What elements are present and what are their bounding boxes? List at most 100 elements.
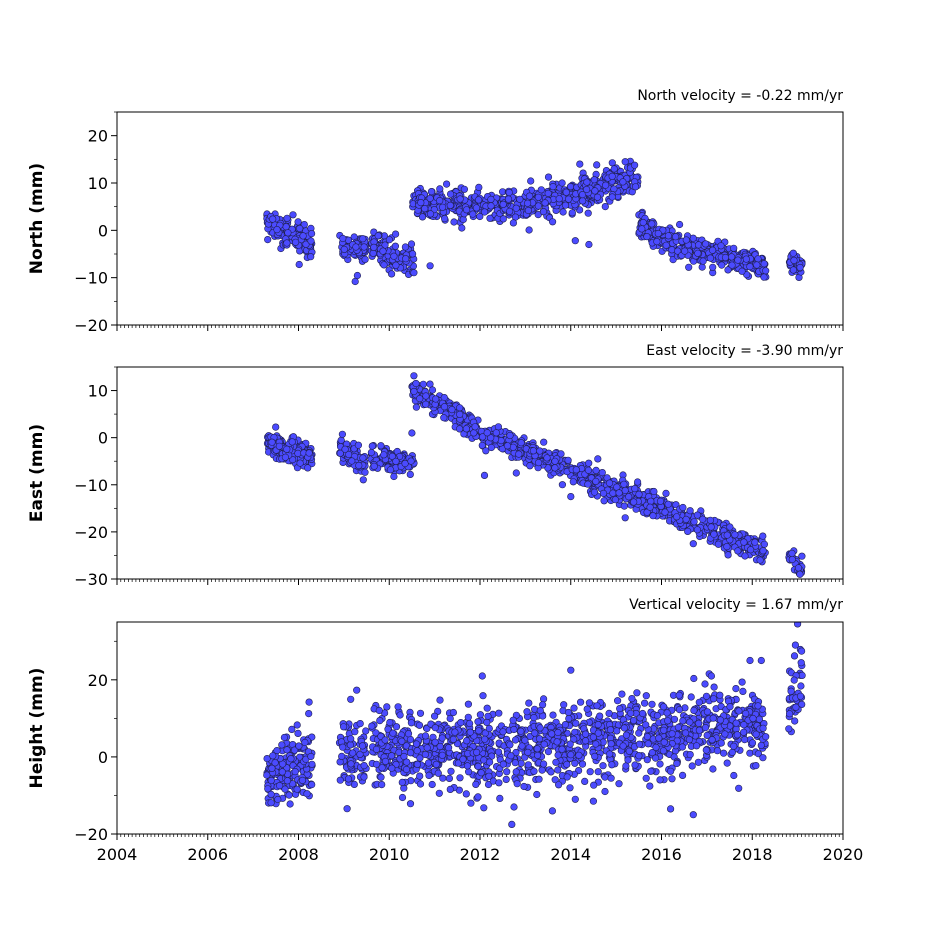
height-data-point: [459, 755, 467, 763]
height-data-point: [575, 751, 583, 759]
north-data-point: [340, 245, 348, 253]
east-data-point: [649, 512, 657, 520]
east-data-point: [359, 454, 367, 462]
height-data-point: [479, 692, 487, 700]
height-data-point: [607, 774, 615, 782]
north-data-point: [685, 263, 693, 271]
height-data-point: [439, 774, 447, 782]
north-data-point: [537, 186, 545, 194]
north-data-point: [292, 238, 300, 246]
height-data-point: [668, 730, 676, 738]
north-data-point: [576, 160, 584, 168]
height-data-point: [552, 758, 560, 766]
height-data-point: [695, 726, 704, 734]
north-data-point: [351, 277, 359, 286]
east-data-point: [456, 425, 464, 433]
vertical-velocity-label: Vertical velocity = 1.67 mm/yr: [629, 597, 843, 613]
north-data-point: [506, 207, 514, 215]
north-data-point: [571, 237, 579, 245]
east-data-point: [272, 423, 280, 431]
height-data-point: [340, 723, 348, 731]
height-data-point: [421, 732, 430, 740]
north-data-point: [450, 218, 458, 226]
height-data-point: [787, 687, 795, 695]
height-data-point: [484, 712, 492, 720]
north-data-point: [738, 267, 746, 275]
height-data-point: [670, 715, 679, 723]
height-data-point: [307, 752, 315, 761]
north-data-point: [509, 219, 518, 227]
north-data-point: [584, 209, 592, 217]
height-data-point: [620, 724, 629, 732]
height-data-point: [388, 752, 396, 760]
north-data-point: [308, 230, 316, 238]
height-data-point: [601, 773, 609, 781]
height-data-point: [512, 768, 520, 776]
north-data-point: [734, 256, 742, 264]
height-data-point: [735, 707, 743, 715]
height-data-point: [305, 698, 313, 706]
east-data-point: [503, 442, 512, 450]
east-data-point: [690, 518, 698, 526]
height-data-point: [749, 714, 757, 723]
north-data-point: [694, 249, 702, 257]
height-data-point: [590, 781, 598, 789]
east-data-point: [412, 403, 421, 411]
height-data-point: [668, 775, 676, 783]
height-data-point: [681, 729, 690, 737]
height-data-point: [540, 740, 548, 748]
east-data-point: [305, 449, 313, 457]
east-data-point: [734, 547, 742, 555]
height-data-point: [622, 762, 630, 770]
east-data-point: [625, 493, 633, 501]
north-data-point: [541, 199, 549, 207]
height-data-point: [376, 716, 384, 725]
north-data-point: [283, 239, 291, 247]
height-data-point: [298, 776, 307, 785]
height-data-point: [638, 709, 647, 718]
height-data-point: [642, 721, 650, 729]
y-tick-label: 10: [88, 382, 108, 401]
east-data-point: [275, 442, 284, 450]
height-data-point: [679, 717, 687, 725]
height-data-point: [508, 820, 516, 829]
east-data-point: [590, 488, 599, 496]
east-data-point: [796, 570, 804, 578]
height-data-point: [510, 803, 518, 811]
north-data-point: [593, 161, 601, 169]
height-data-point: [415, 721, 424, 729]
east-data-point: [686, 507, 694, 515]
height-data-point: [791, 717, 799, 725]
north-data-point: [421, 205, 429, 213]
north-data-point: [671, 233, 680, 241]
height-data-point: [740, 721, 748, 729]
height-data-point: [726, 703, 734, 711]
east-data-point: [268, 438, 276, 446]
height-data-point: [576, 698, 585, 706]
north-data-point: [370, 243, 378, 251]
east-plot-area: −30 −20 −10 0 10: [74, 366, 844, 589]
height-data-point: [484, 780, 493, 789]
height-data-point: [373, 760, 381, 768]
height-data-point: [551, 776, 559, 784]
north-data-point: [698, 263, 706, 271]
height-data-point: [446, 785, 454, 794]
east-data-point: [600, 497, 608, 505]
north-data-point: [608, 172, 616, 180]
north-data-point: [534, 211, 542, 219]
height-data-point: [533, 790, 541, 799]
north-data-point: [284, 229, 292, 237]
height-data-point: [416, 709, 425, 717]
height-data-point: [702, 692, 711, 700]
north-data-point: [789, 249, 797, 257]
north-data-point: [674, 247, 682, 255]
north-data-point: [439, 203, 447, 211]
height-data-point: [308, 780, 316, 789]
height-data-point: [386, 718, 394, 727]
height-data-point: [412, 740, 421, 748]
height-data-point: [560, 701, 568, 709]
north-data-point: [568, 209, 576, 217]
height-data-point: [424, 759, 433, 767]
north-data-point: [269, 215, 277, 223]
height-data-point: [664, 717, 672, 725]
